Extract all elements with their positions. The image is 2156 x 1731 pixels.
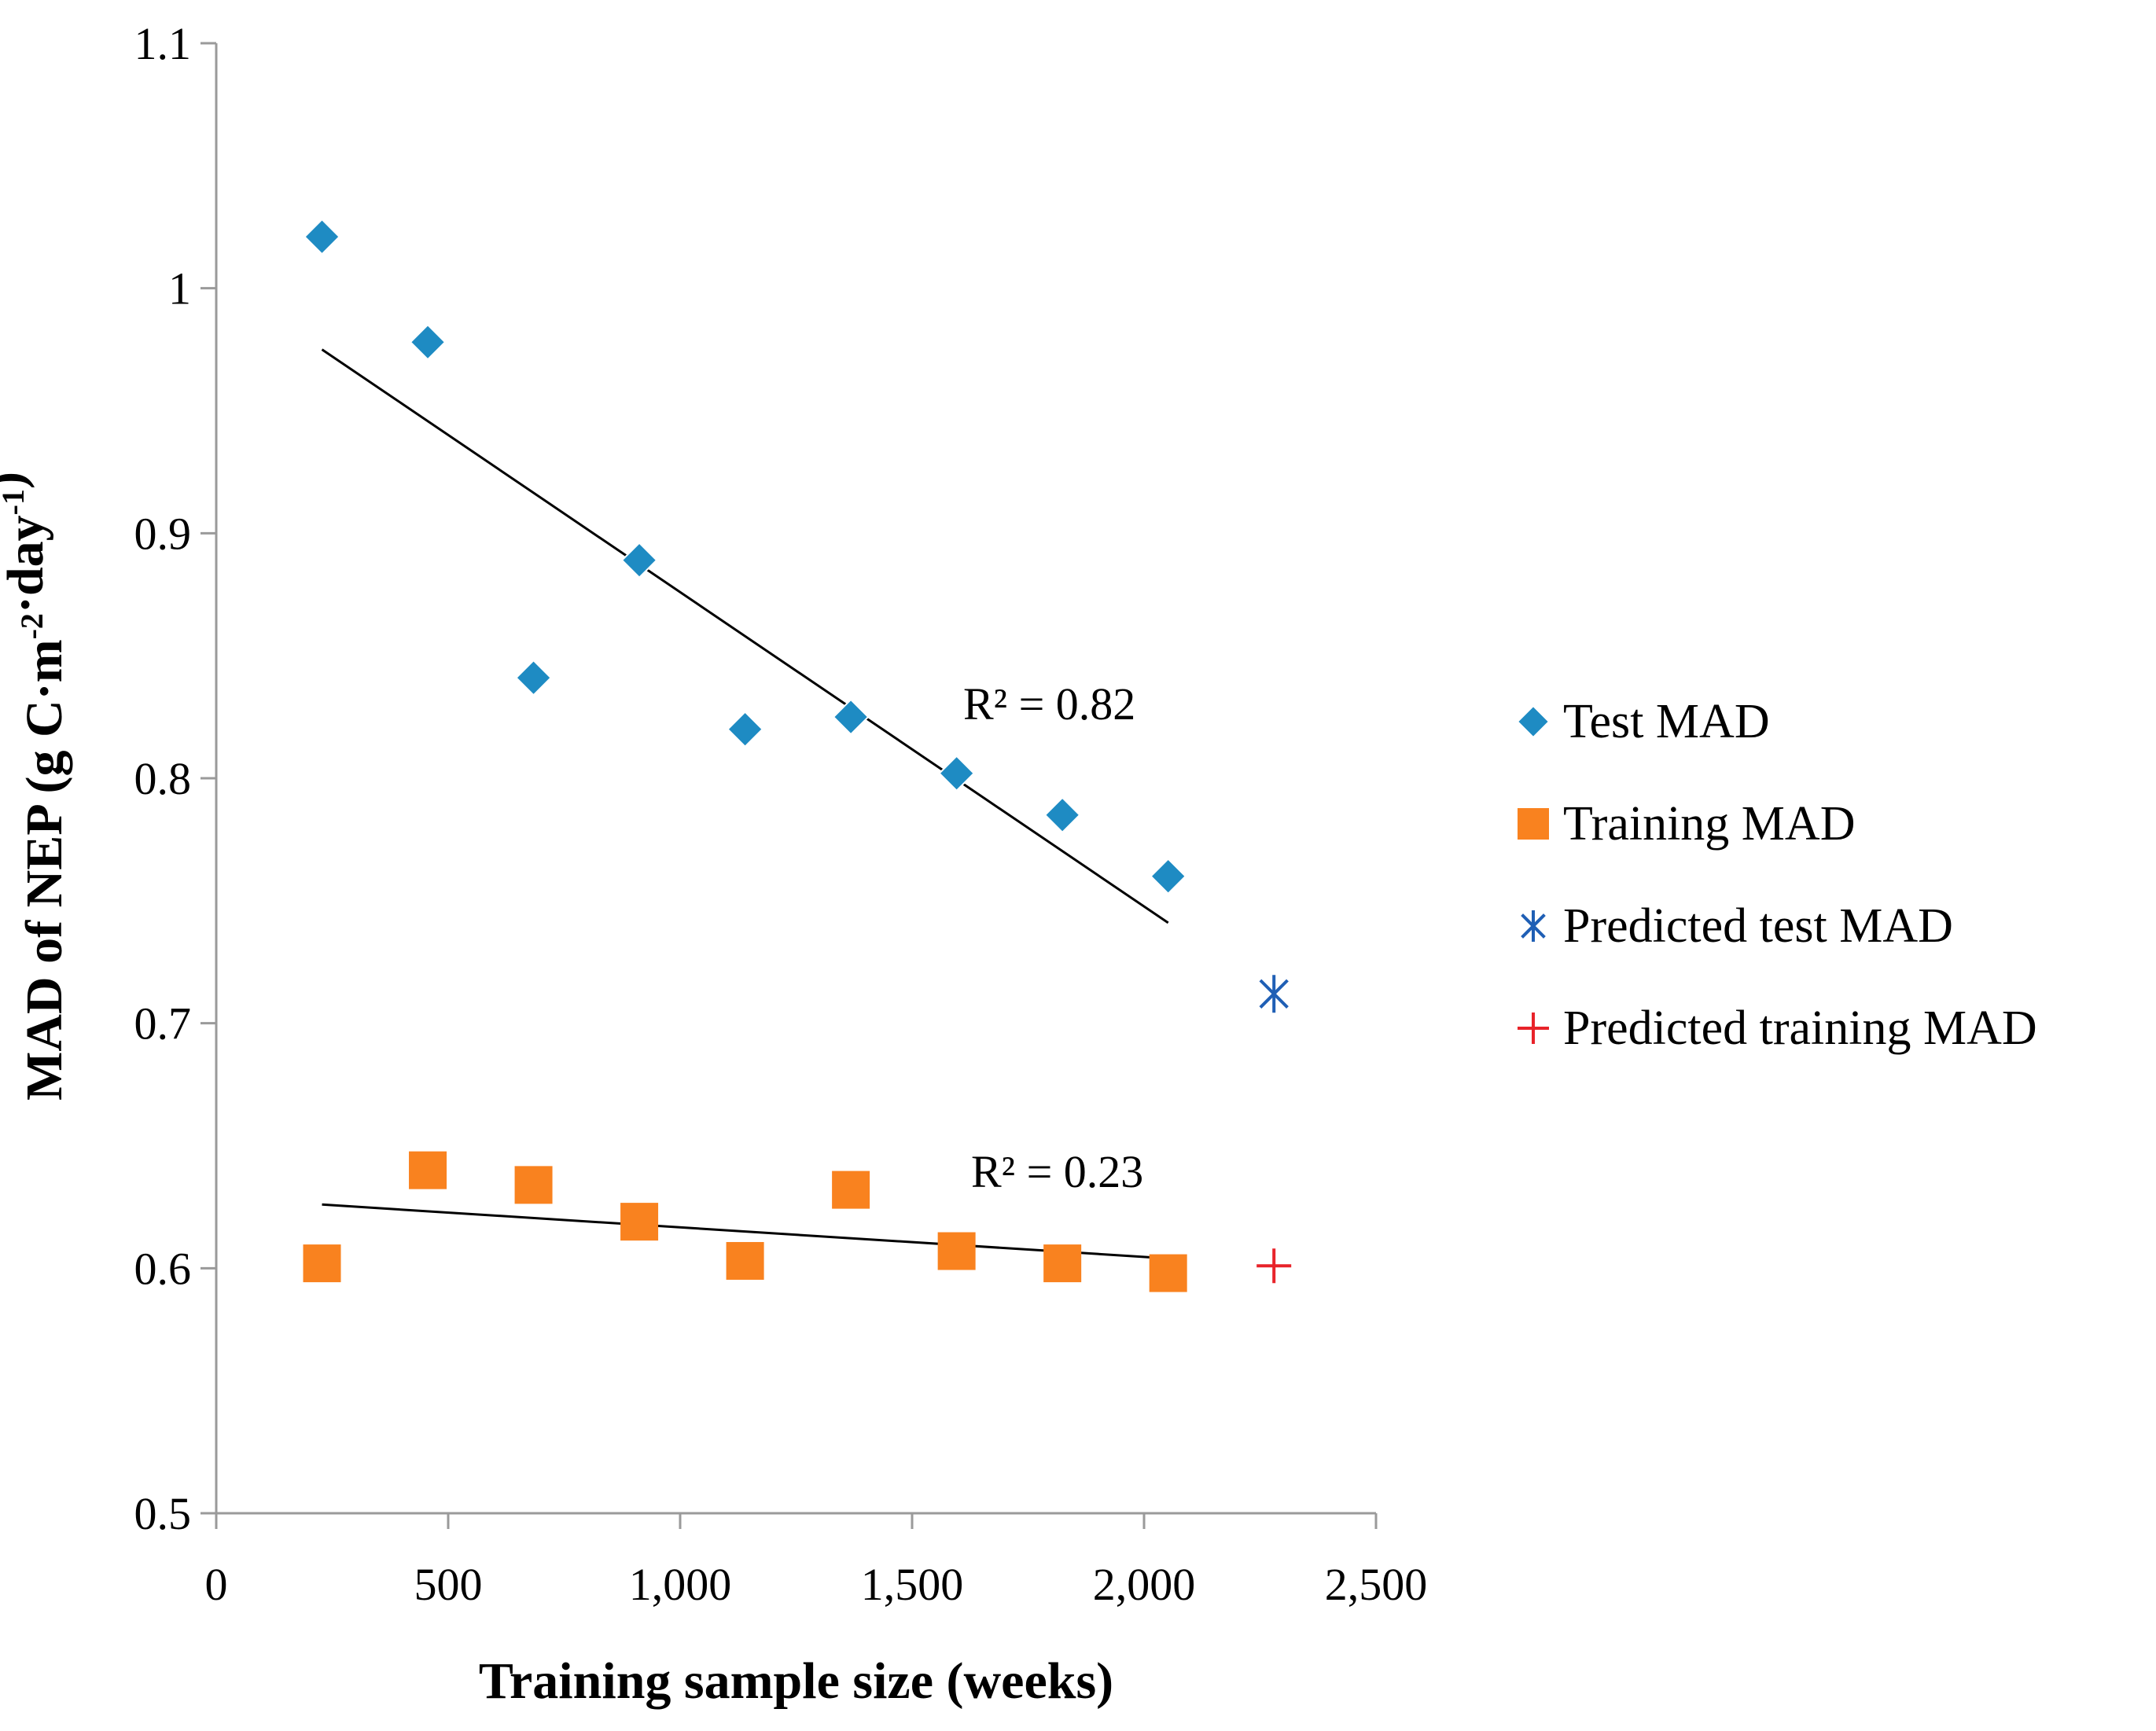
legend-label-test-mad: Test MAD [1563, 695, 1770, 748]
labels: 0.5 0.6 0.7 0.8 0.9 1 1.1 0 500 1,000 1,500 2,000 2,… [0, 18, 1427, 1710]
legend-marker-test-mad [1516, 704, 1551, 739]
training-mad-point [409, 1151, 447, 1189]
test-mad-point [304, 218, 340, 255]
legend-marker-training-mad [1518, 808, 1549, 840]
legend-label-predicted-test-mad: Predicted test MAD [1563, 899, 1953, 953]
legend-label-predicted-training-mad: Predicted training MAD [1563, 1001, 2037, 1055]
training-mad-point [832, 1171, 870, 1209]
x-tick-label: 2,000 [1093, 1559, 1196, 1610]
predicted-test-mad-point-stroke [1259, 979, 1289, 1009]
y-tick-label: 0.6 [134, 1243, 192, 1294]
training-mad-point [514, 1166, 553, 1204]
x-tick-label: 0 [205, 1559, 228, 1610]
y-tick-label: 1 [168, 263, 191, 314]
x-tick-label: 2,500 [1325, 1559, 1428, 1610]
trendlines [321, 348, 1169, 1260]
trendline-test-mad [321, 348, 1169, 924]
predicted-training-mad-point [1256, 1248, 1292, 1284]
y-tick-label: 1.1 [134, 18, 192, 69]
training-mad-point [620, 1203, 659, 1241]
training-mad-point [726, 1241, 764, 1280]
predicted-test-mad-point [1259, 975, 1289, 1013]
axes [201, 42, 1378, 1529]
training-mad-point [303, 1244, 341, 1283]
r2-label: R² = 0.23 [971, 1146, 1143, 1197]
y-axis-title: MAD of NEP (g C·m-2·day-1) [0, 472, 73, 1101]
x-axis-title: Training sample size (weeks) [479, 1652, 1113, 1710]
y-tick-label: 0.5 [134, 1488, 192, 1539]
legend-marker-predicted-training-mad [1518, 1013, 1549, 1044]
legend-marker-predicted-test-mad-stroke [1521, 913, 1546, 939]
test-mad-point [409, 323, 447, 361]
x-tick-label: 1,000 [629, 1559, 732, 1610]
x-tick-label: 500 [414, 1559, 483, 1610]
training-mad-point [1043, 1244, 1082, 1283]
r2-label: R² = 0.82 [963, 678, 1135, 730]
trendline-training-mad [322, 1203, 1168, 1260]
legend-label-training-mad: Training MAD [1563, 797, 1856, 851]
legend-marker-predicted-test-mad [1521, 910, 1546, 942]
y-tick-label: 0.9 [134, 508, 192, 559]
y-tick-label: 0.7 [134, 998, 192, 1049]
y-tick-label: 0.8 [134, 753, 192, 804]
training-mad-point [1149, 1254, 1187, 1292]
training-mad-point [937, 1232, 976, 1270]
test-mad-point [727, 711, 764, 748]
test-mad-point [1043, 796, 1081, 834]
test-mad-point [832, 698, 870, 736]
x-tick-label: 1,500 [861, 1559, 964, 1610]
test-mad-point [620, 542, 658, 579]
test-mad-point [1150, 858, 1187, 895]
data-points [303, 218, 1292, 1292]
test-mad-point [938, 755, 976, 792]
legend: Test MAD Training MAD Predicted test MAD Pr… [1516, 695, 2037, 1055]
test-mad-point [515, 659, 552, 696]
